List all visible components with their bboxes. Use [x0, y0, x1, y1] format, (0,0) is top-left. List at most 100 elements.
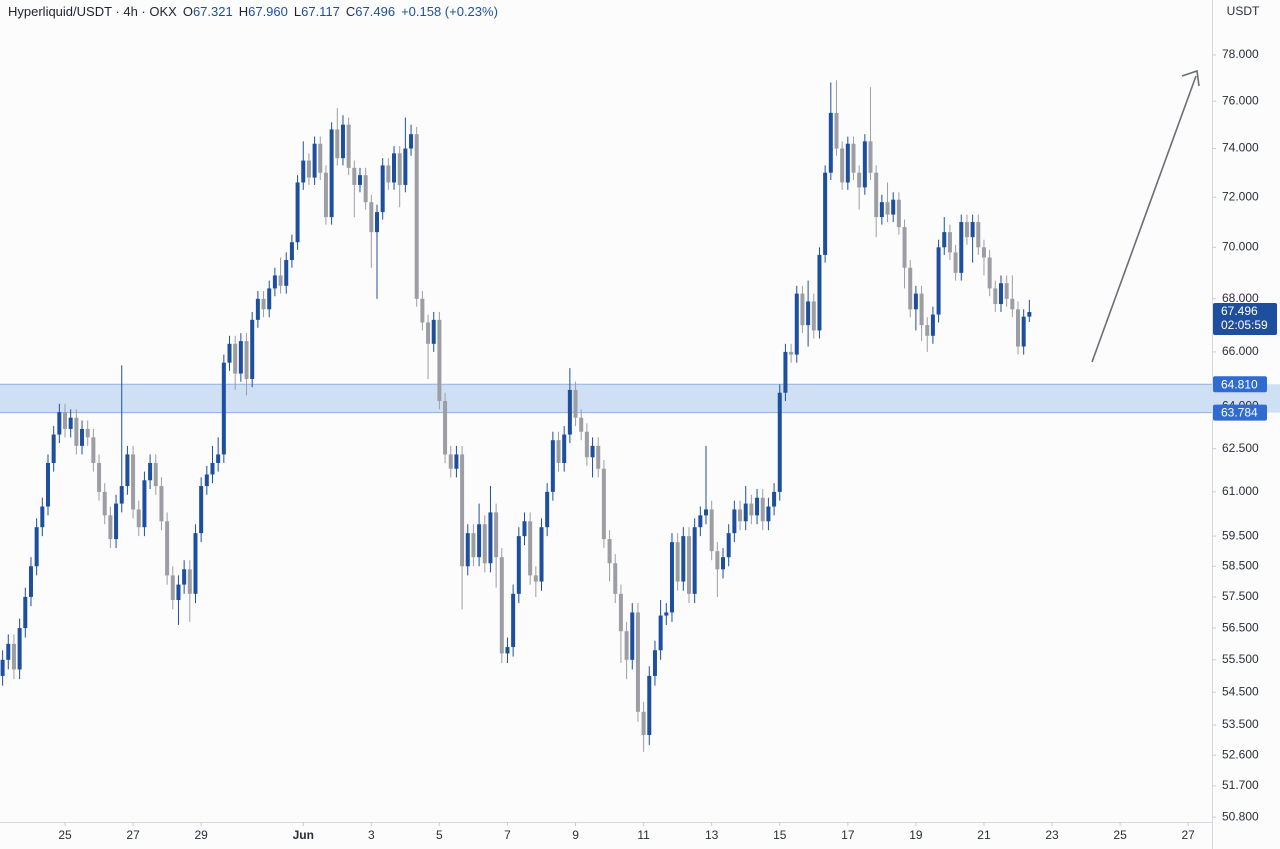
candle-body	[295, 182, 300, 243]
candle-body	[817, 254, 822, 331]
candle-body	[528, 521, 533, 576]
candle-body	[482, 524, 487, 564]
x-tick-label: 17	[841, 828, 855, 842]
candle-body	[567, 389, 572, 435]
candle-body	[340, 124, 345, 159]
symbol: Hyperliquid/USDT · 4h · OKX	[8, 4, 177, 19]
candle-body	[499, 557, 504, 654]
ohlc-item: H67.960	[239, 4, 288, 19]
candle-body	[114, 503, 119, 540]
ohlc-item: L67.117	[294, 4, 340, 19]
candle-body	[692, 527, 697, 594]
zone-price-label: 64.810	[1221, 377, 1258, 391]
candle-body	[182, 569, 187, 585]
candle-body	[675, 542, 680, 582]
candle-body	[505, 647, 510, 654]
candle-body	[908, 267, 913, 310]
candle-body	[1010, 298, 1015, 310]
candle-body	[199, 486, 204, 534]
y-tick-label: 66.000	[1222, 344, 1259, 358]
y-tick-label: 57.500	[1222, 589, 1259, 603]
candle-body	[102, 491, 107, 516]
candle-body	[250, 319, 255, 380]
x-tick-label: 25	[58, 828, 72, 842]
candle-body	[85, 428, 90, 438]
candle-body	[868, 141, 873, 173]
candle-body	[323, 172, 328, 218]
x-tick-label: 23	[1045, 828, 1059, 842]
last-price-label: 67.496	[1221, 304, 1258, 318]
candle-body	[840, 148, 845, 183]
candle-body	[959, 222, 964, 273]
candle-body	[970, 222, 975, 238]
candle-body	[159, 486, 164, 522]
y-tick-label: 55.500	[1222, 652, 1259, 666]
candle-body	[562, 434, 567, 463]
candle-body	[777, 392, 782, 492]
candle-body	[97, 462, 102, 492]
candle-body	[902, 227, 907, 268]
candle-body	[624, 631, 629, 660]
candle-body	[74, 417, 79, 446]
candle-body	[919, 293, 924, 326]
candle-body	[68, 417, 73, 429]
ohlc-value: 67.321	[192, 4, 233, 19]
candle-body	[45, 462, 50, 507]
ohlc-value: 67.496	[355, 4, 396, 19]
candle-body	[630, 612, 635, 660]
x-tick-label: Jun	[293, 828, 314, 842]
candle-body	[930, 314, 935, 336]
x-tick-label: 27	[1181, 828, 1195, 842]
candle-body	[596, 445, 601, 469]
candle-body	[522, 521, 527, 537]
y-tick-label: 54.500	[1222, 684, 1259, 698]
x-tick-label: 7	[504, 828, 511, 842]
candle-body	[760, 497, 765, 522]
candle-body	[403, 148, 408, 185]
y-tick-label: 70.000	[1222, 239, 1259, 253]
x-tick-label: 9	[572, 828, 579, 842]
candle-body	[448, 454, 453, 469]
candle-body	[63, 412, 68, 429]
y-tick-label: 56.500	[1222, 620, 1259, 634]
countdown-label: 02:05:59	[1221, 318, 1268, 332]
candle-body	[17, 628, 22, 670]
candle-body	[715, 551, 720, 570]
candle-body	[227, 343, 232, 363]
candle-body	[386, 165, 391, 183]
candle-body	[664, 612, 669, 616]
candle-body	[431, 319, 436, 344]
ohlc-item: O67.321	[183, 4, 233, 19]
candle-body	[437, 319, 442, 402]
candle-body	[51, 434, 56, 463]
candle-body	[1027, 312, 1032, 317]
candle-body	[579, 417, 584, 432]
candle-body	[709, 509, 714, 552]
y-tick-label: 58.500	[1222, 558, 1259, 572]
candle-body	[238, 341, 243, 374]
candle-body	[641, 711, 646, 736]
candle-body	[987, 257, 992, 289]
candle-body	[573, 389, 578, 418]
x-tick-label: 19	[909, 828, 923, 842]
y-tick-label: 68.000	[1222, 291, 1259, 305]
candle-body	[851, 143, 856, 173]
candle-body	[176, 584, 181, 601]
candle-body	[471, 533, 476, 558]
candle-body	[511, 593, 516, 648]
candle-body	[267, 288, 272, 310]
candle-body	[704, 509, 709, 516]
y-tick-label: 62.500	[1222, 441, 1259, 455]
ohlc-key: C	[345, 4, 356, 19]
candle-body	[289, 242, 294, 261]
candle-body	[834, 112, 839, 149]
x-tick-label: 25	[1113, 828, 1127, 842]
candle-body	[539, 527, 544, 582]
candle-body	[380, 165, 385, 213]
candle-body	[210, 462, 215, 475]
candle-body	[698, 515, 703, 528]
candle-body	[261, 298, 266, 310]
candle-body	[0, 659, 5, 676]
candle-body	[148, 462, 153, 481]
